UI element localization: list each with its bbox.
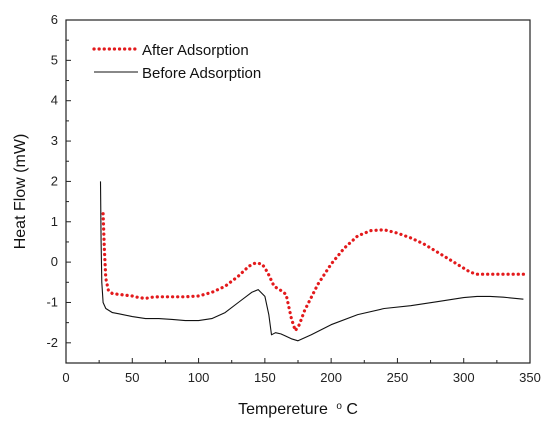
y-tick-label: 6 xyxy=(51,12,58,27)
y-tick-label: 4 xyxy=(51,93,58,108)
y-tick-label: 5 xyxy=(51,52,58,67)
series-line-before-adsorption xyxy=(99,181,524,342)
series-line-after-adsorption xyxy=(101,212,525,333)
y-axis-ticks: -2 -1 0 1 2 3 4 5 6 xyxy=(46,12,71,350)
x-axis-title-degree: o xyxy=(336,401,342,412)
x-tick-label: 150 xyxy=(254,370,276,385)
series-layer xyxy=(99,181,525,342)
y-tick-label: 0 xyxy=(51,254,58,269)
x-tick-label: 250 xyxy=(387,370,409,385)
x-tick-label: 100 xyxy=(188,370,210,385)
x-tick-label: 300 xyxy=(453,370,475,385)
y-tick-label: 2 xyxy=(51,173,58,188)
x-tick-label: 50 xyxy=(125,370,139,385)
legend-label-before-adsorption: Before Adsorption xyxy=(142,65,261,82)
x-axis-title: Tempereture o C xyxy=(238,401,358,419)
x-tick-label: 350 xyxy=(519,370,541,385)
x-axis-ticks: 0 50 100 150 200 250 300 350 xyxy=(62,358,541,385)
y-tick-label: 1 xyxy=(51,214,58,229)
x-tick-label: 200 xyxy=(320,370,342,385)
y-tick-label: -2 xyxy=(46,335,58,350)
legend-label-after-adsorption: After Adsorption xyxy=(142,42,249,59)
x-tick-label: 0 xyxy=(62,370,69,385)
y-tick-label: 3 xyxy=(51,133,58,148)
y-tick-label: -1 xyxy=(46,294,58,309)
legend: After Adsorption Before Adsorption xyxy=(92,42,261,82)
x-axis-title-unit: C xyxy=(346,401,358,418)
x-axis-title-main: Tempereture xyxy=(238,401,328,418)
y-axis-title: Heat Flow (mW) xyxy=(12,134,29,250)
